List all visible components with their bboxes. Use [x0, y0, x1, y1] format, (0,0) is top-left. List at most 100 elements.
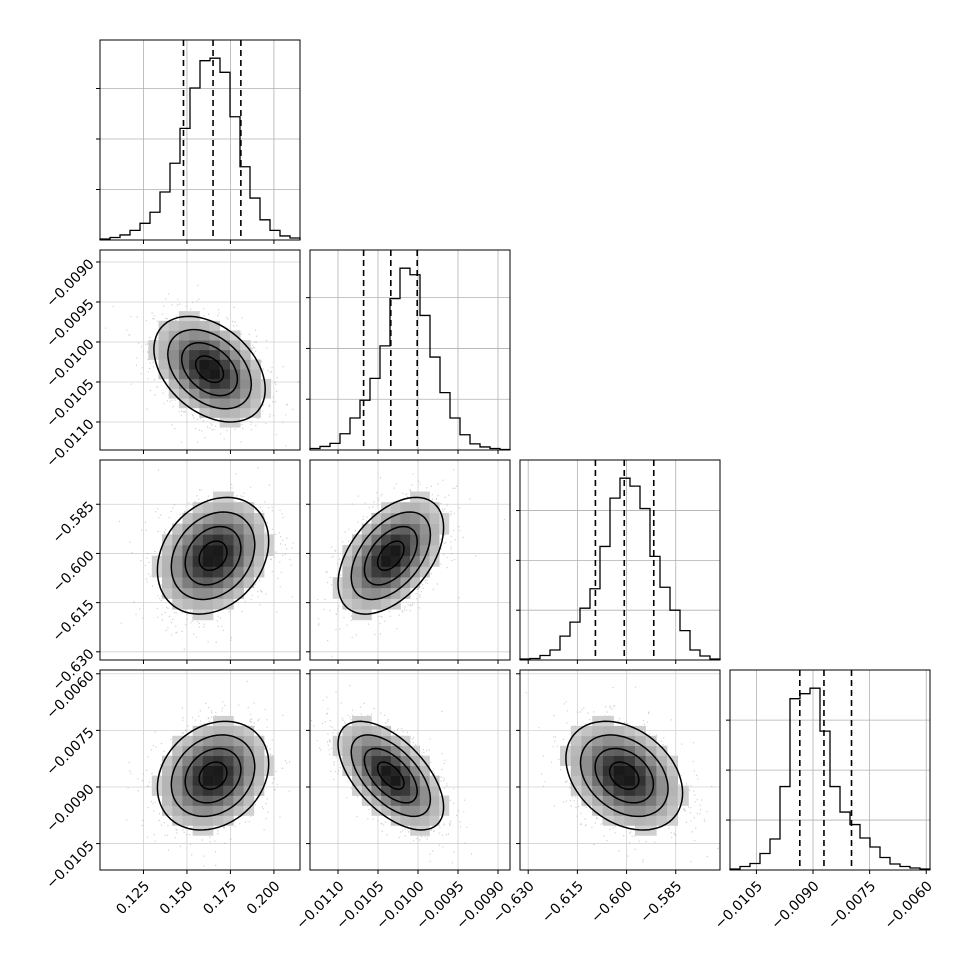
density-cell — [253, 765, 265, 776]
density-cell — [371, 735, 382, 747]
hist-panel-2 — [516, 459, 721, 661]
density-cell — [209, 340, 221, 351]
density-cell — [158, 330, 170, 341]
density-cell — [219, 330, 231, 341]
density-cell — [634, 755, 646, 766]
density-cell — [624, 815, 636, 826]
panel-frame — [99, 669, 301, 871]
density-cell — [645, 825, 657, 836]
density-cell — [162, 805, 173, 816]
density-cell — [213, 725, 224, 737]
density-cell — [158, 359, 170, 370]
density-cell — [172, 775, 183, 786]
density-cell — [219, 340, 231, 351]
density-cell — [253, 745, 265, 757]
density-cell — [352, 534, 363, 546]
density-cell — [581, 765, 593, 776]
density-cell — [352, 725, 363, 737]
density-cell — [592, 765, 604, 776]
density-cell — [342, 598, 353, 610]
density-cell — [352, 598, 363, 610]
density-cell — [381, 725, 392, 737]
density-cell — [560, 745, 572, 757]
density-cell — [168, 359, 180, 370]
density-cell — [223, 765, 234, 776]
density-cell — [624, 805, 636, 816]
density-cell — [352, 566, 363, 578]
scatter-panel-3-1 — [309, 669, 511, 871]
density-cell — [645, 795, 657, 806]
density-cell — [172, 755, 183, 766]
density-cell — [602, 805, 614, 816]
contour-line — [180, 342, 239, 397]
density-cell — [264, 545, 275, 557]
density-cell — [253, 566, 265, 578]
density-cell — [381, 587, 392, 599]
density-cell — [182, 587, 193, 599]
x-tick-label: 0.125 — [113, 878, 153, 918]
density-cell — [624, 735, 636, 747]
density-cell — [209, 398, 221, 409]
density-cell — [656, 765, 668, 776]
density-cell — [390, 523, 401, 535]
y-tick-label: −0.0090 — [43, 781, 97, 835]
density-cell — [233, 805, 244, 816]
density-cell — [352, 577, 363, 589]
density-cell — [162, 577, 173, 589]
density-cell — [439, 805, 450, 816]
density-cell — [429, 534, 440, 546]
density-cell — [202, 815, 214, 826]
density-cell — [240, 388, 251, 399]
density-cell — [332, 745, 343, 757]
panel-frame — [309, 669, 511, 871]
density-cell — [223, 815, 234, 826]
density-cell — [400, 502, 411, 514]
density-cell — [419, 775, 430, 786]
density-cell — [400, 545, 411, 557]
density-cell — [361, 566, 372, 578]
density-cell — [223, 587, 234, 599]
panel-frame — [309, 249, 511, 451]
density-cell — [202, 545, 214, 557]
density-cell — [223, 512, 234, 524]
density-cell — [202, 725, 214, 737]
density-cell — [361, 785, 372, 796]
density-cell — [182, 598, 193, 610]
density-cell — [192, 502, 204, 514]
density-cell — [202, 795, 214, 806]
density-cell — [656, 775, 668, 786]
density-cell — [429, 785, 440, 796]
density-cell — [243, 785, 255, 796]
density-cell — [192, 598, 204, 610]
density-cell — [400, 785, 411, 796]
density-cell — [223, 755, 234, 766]
density-cell — [213, 815, 224, 826]
density-cell — [240, 398, 251, 409]
density-cell — [182, 555, 193, 567]
density-cell — [250, 398, 261, 409]
density-cell — [172, 745, 183, 757]
density-cell — [182, 775, 193, 786]
density-cell — [419, 523, 430, 535]
density-cell — [253, 735, 265, 747]
density-cell — [213, 502, 224, 514]
density-cell — [361, 534, 372, 546]
density-cell — [410, 825, 421, 836]
density-cell — [172, 534, 183, 546]
density-cell — [371, 598, 382, 610]
density-cell — [381, 755, 392, 766]
x-tick-label: 0.200 — [244, 878, 284, 918]
density-cell — [592, 735, 604, 747]
contour-line — [198, 540, 228, 572]
density-cell — [229, 398, 241, 409]
density-cell — [400, 815, 411, 826]
density-cell — [419, 534, 430, 546]
density-cell — [634, 775, 646, 786]
density-cell — [634, 735, 646, 747]
density-cell — [371, 755, 382, 766]
density-cell — [168, 330, 180, 341]
contour-line — [167, 328, 253, 410]
density-cell — [213, 745, 224, 757]
contour-line — [156, 720, 270, 831]
density-cell — [182, 745, 193, 757]
